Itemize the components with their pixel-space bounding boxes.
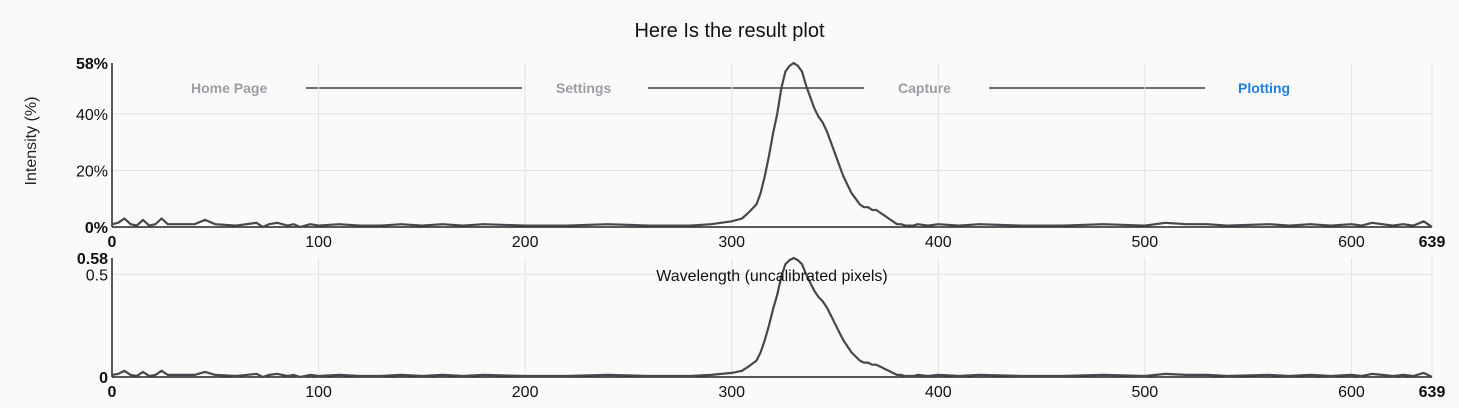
y-tick-label: 0%	[85, 220, 108, 237]
x-tick-label: 639	[1419, 384, 1446, 401]
x-tick-label: 300	[718, 384, 745, 401]
x-tick-label: 0	[108, 234, 117, 251]
step-connector	[306, 87, 522, 89]
x-tick-label: 100	[305, 384, 332, 401]
y-tick-label: 0.58	[77, 251, 108, 268]
y-tick-label: 0	[99, 370, 108, 387]
x-tick-label: 300	[718, 234, 745, 251]
x-tick-label: 500	[1132, 234, 1159, 251]
step-home-page[interactable]: Home Page	[191, 80, 268, 96]
y-tick-label: 58%	[76, 56, 108, 73]
series-line	[111, 256, 1433, 379]
step-settings[interactable]: Settings	[556, 80, 612, 96]
step-plotting[interactable]: Plotting	[1238, 80, 1291, 96]
step-capture[interactable]: Capture	[898, 80, 951, 96]
x-tick-label: 600	[1338, 384, 1365, 401]
series-line	[111, 61, 1433, 229]
step-connector	[648, 87, 864, 89]
x-tick-label: 200	[512, 384, 539, 401]
x-tick-label: 100	[305, 234, 332, 251]
x-tick-label: 500	[1132, 384, 1159, 401]
x-tick-label: 400	[925, 234, 952, 251]
chart-bottom: 0 100 200 300 400 500 600 639 0 0.50.58	[77, 251, 1446, 401]
x-tick-label: 0	[108, 384, 117, 401]
chart-title: Here Is the result plot	[634, 20, 825, 42]
step-connector	[989, 87, 1205, 89]
x-axis-label: Wavelength (uncalibrated pixels)	[656, 268, 888, 285]
x-tick-label: 600	[1338, 234, 1365, 251]
y-tick-label: 0.5	[86, 267, 108, 284]
y-tick-label: 40%	[76, 107, 108, 124]
y-tick-label: 20%	[76, 163, 108, 180]
x-tick-label: 639	[1419, 234, 1446, 251]
x-tick-label: 200	[512, 234, 539, 251]
chart-top: 0 100 200 300 400 500 600 639 0% 20% 40% 58%	[76, 56, 1445, 251]
x-tick-label: 400	[925, 384, 952, 401]
